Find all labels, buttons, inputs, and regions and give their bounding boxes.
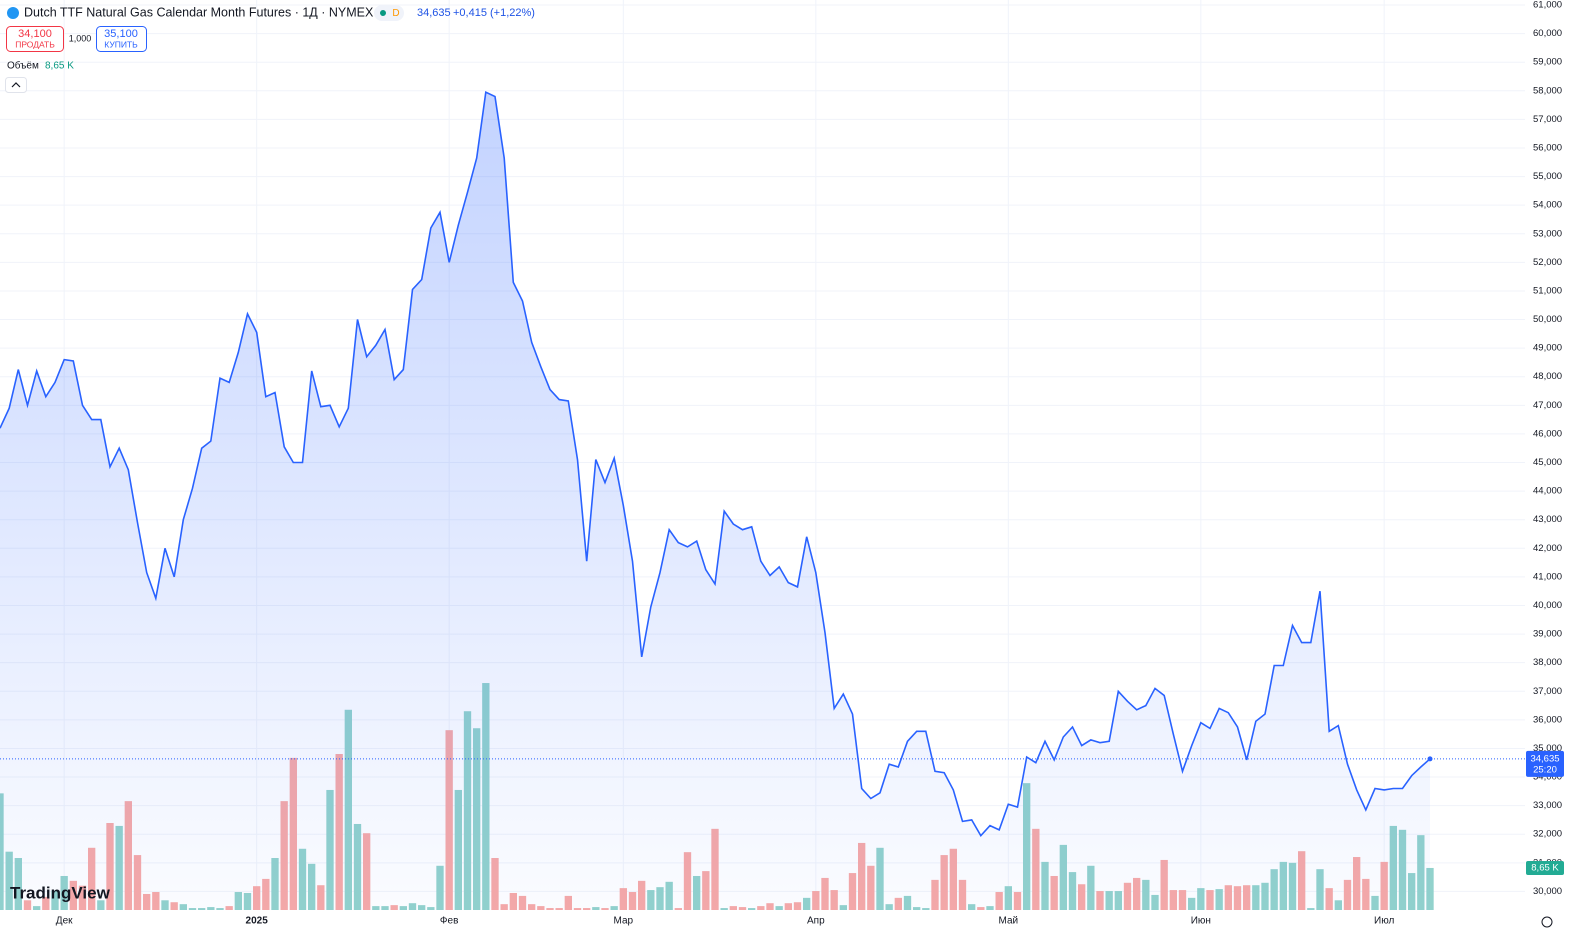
price-label: 34,635 — [1530, 753, 1559, 764]
y-tick-label: 46,000 — [1533, 428, 1562, 439]
status-pill — [374, 5, 404, 21]
x-tick-label: Фев — [440, 916, 458, 927]
spread: 1,000 — [69, 33, 92, 43]
y-tick-label: 52,000 — [1533, 257, 1562, 268]
y-tick-label: 50,000 — [1533, 314, 1562, 325]
y-tick-label: 41,000 — [1533, 571, 1562, 582]
sell-button[interactable] — [6, 26, 64, 52]
countdown: 25:20 — [1533, 764, 1557, 775]
volume-label: 8,65 K — [1531, 862, 1559, 873]
volume-title: Объём — [7, 60, 39, 72]
y-tick-label: 49,000 — [1533, 343, 1562, 354]
x-tick-label: Июл — [1374, 916, 1394, 927]
volume-value: 8,65 K — [45, 61, 74, 72]
interval-badge: D — [392, 8, 399, 19]
collapse-icon — [11, 82, 21, 88]
y-tick-label: 36,000 — [1533, 714, 1562, 725]
y-tick-label: 30,000 — [1533, 886, 1562, 897]
y-tick-label: 60,000 — [1533, 28, 1562, 39]
y-tick-label: 34,000 — [1533, 772, 1562, 783]
settings-icon[interactable] — [1541, 916, 1553, 928]
y-tick-label: 61,000 — [1533, 0, 1562, 11]
y-tick-label: 44,000 — [1533, 486, 1562, 497]
volume-label-box — [1526, 860, 1564, 875]
y-tick-label: 53,000 — [1533, 228, 1562, 239]
y-tick-label: 32,000 — [1533, 829, 1562, 840]
y-tick-label: 55,000 — [1533, 171, 1562, 182]
y-tick-label: 37,000 — [1533, 686, 1562, 697]
y-tick-label: 51,000 — [1533, 285, 1562, 296]
y-tick-label: 42,000 — [1533, 543, 1562, 554]
market-dot — [380, 10, 386, 16]
sell-label[interactable]: ПРОДАТЬ — [15, 39, 55, 49]
x-tick-label: Дек — [56, 916, 73, 927]
logo: TradingView — [10, 883, 111, 902]
y-tick-label: 58,000 — [1533, 85, 1562, 96]
price-label-box — [1526, 750, 1564, 777]
buy-price[interactable]: 35,100 — [104, 28, 138, 40]
y-tick-label: 35,000 — [1533, 743, 1562, 754]
x-tick-label: Апр — [807, 916, 825, 927]
last-point — [1427, 756, 1433, 762]
collapse-button[interactable] — [5, 77, 27, 93]
y-tick-label: 48,000 — [1533, 371, 1562, 382]
x-tick-label: Мар — [614, 916, 634, 927]
y-tick-label: 45,000 — [1533, 457, 1562, 468]
y-tick-label: 59,000 — [1533, 57, 1562, 68]
x-tick-label: Май — [999, 916, 1019, 927]
y-tick-label: 40,000 — [1533, 600, 1562, 611]
y-tick-label: 56,000 — [1533, 142, 1562, 153]
y-tick-label: 47,000 — [1533, 400, 1562, 411]
symbol-title[interactable]: Dutch TTF Natural Gas Calendar Month Fut… — [24, 5, 374, 19]
price-change: +0,415 (+1,22%) — [453, 7, 535, 19]
y-tick-label: 33,000 — [1533, 800, 1562, 811]
last-price: 34,635 — [417, 7, 451, 19]
y-tick-label: 57,000 — [1533, 114, 1562, 125]
y-tick-label: 39,000 — [1533, 629, 1562, 640]
buy-button[interactable] — [96, 26, 147, 52]
y-tick-label: 38,000 — [1533, 657, 1562, 668]
buy-label[interactable]: КУПИТЬ — [104, 39, 138, 49]
area-fill — [0, 92, 1430, 910]
sell-price[interactable]: 34,100 — [18, 28, 52, 40]
price-line — [0, 91, 1431, 838]
x-tick-label: 2025 — [246, 916, 269, 927]
symbol-icon — [7, 7, 19, 19]
y-tick-label: 43,000 — [1533, 514, 1562, 525]
y-tick-label: 54,000 — [1533, 200, 1562, 211]
x-tick-label: Июн — [1191, 916, 1211, 927]
